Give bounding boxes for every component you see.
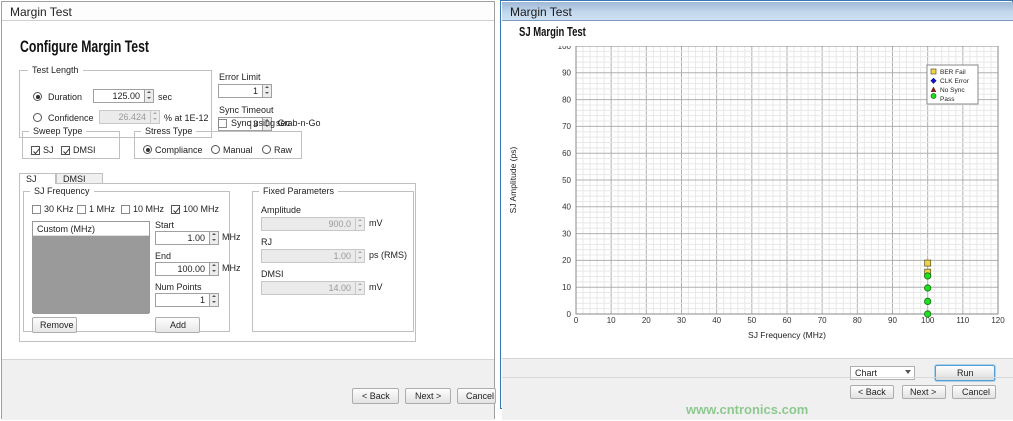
svg-text:80: 80 — [562, 95, 571, 104]
svg-text:20: 20 — [642, 316, 651, 325]
svg-text:20: 20 — [562, 256, 571, 265]
svg-text:80: 80 — [853, 316, 862, 325]
svg-text:60: 60 — [783, 316, 792, 325]
svg-text:100: 100 — [558, 46, 572, 51]
svg-text:30: 30 — [562, 229, 571, 238]
svg-text:30: 30 — [677, 316, 686, 325]
svg-text:50: 50 — [747, 316, 756, 325]
svg-text:No Sync: No Sync — [940, 87, 965, 94]
svg-text:90: 90 — [888, 316, 897, 325]
svg-text:120: 120 — [991, 316, 1005, 325]
svg-text:40: 40 — [712, 316, 721, 325]
svg-text:50: 50 — [562, 176, 571, 185]
svg-text:10: 10 — [562, 283, 571, 292]
svg-text:CLK Error: CLK Error — [940, 78, 970, 85]
svg-text:110: 110 — [956, 316, 969, 325]
svg-text:70: 70 — [818, 316, 827, 325]
svg-text:SJ Amplitude (ps): SJ Amplitude (ps) — [508, 147, 518, 214]
svg-text:40: 40 — [562, 203, 571, 212]
svg-text:0: 0 — [567, 310, 572, 319]
svg-text:60: 60 — [562, 149, 571, 158]
svg-text:BER Fail: BER Fail — [940, 69, 966, 76]
svg-text:90: 90 — [562, 69, 571, 78]
svg-text:SJ Frequency (MHz): SJ Frequency (MHz) — [748, 330, 826, 340]
svg-text:0: 0 — [574, 316, 579, 325]
svg-text:Pass: Pass — [940, 96, 955, 103]
svg-text:10: 10 — [607, 316, 616, 325]
svg-text:70: 70 — [562, 122, 571, 131]
